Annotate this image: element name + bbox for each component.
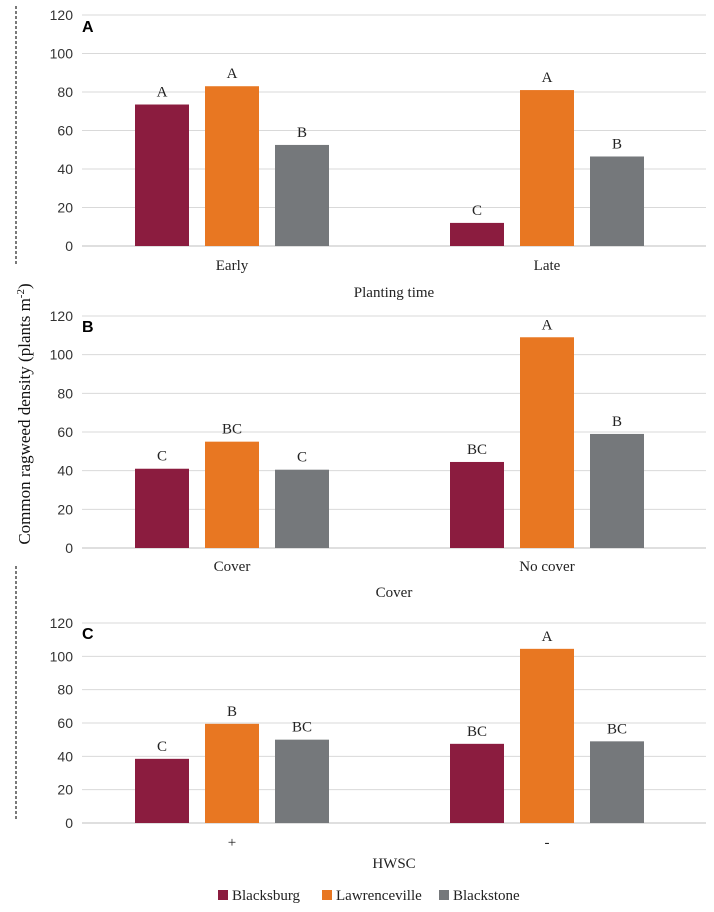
y-tick-label: 120 — [50, 308, 74, 324]
x-axis-label: Planting time — [354, 285, 435, 301]
data-label: A — [157, 85, 168, 101]
panel-a: 0 20 40 60 80 100 120 A A A B Early C A B Late Planting … — [50, 7, 706, 301]
bar — [135, 758, 189, 823]
y-tick-label: 0 — [65, 540, 73, 556]
x-axis-label: Cover — [376, 585, 413, 601]
panel-letter: A — [82, 19, 94, 36]
y-axis-label: Common ragweed density (plants m-2) — [15, 283, 34, 544]
y-tick-label: 100 — [50, 347, 74, 363]
data-label: BC — [222, 422, 242, 438]
bar — [275, 469, 329, 548]
y-tick-label: 20 — [57, 782, 73, 798]
y-tick-label: 120 — [50, 7, 74, 23]
data-label: BC — [292, 720, 312, 736]
y-tick-label: 40 — [57, 748, 73, 764]
y-tick-label: 0 — [65, 238, 73, 254]
data-label: A — [542, 629, 553, 645]
y-axis-label-close: ) — [15, 283, 34, 289]
y-tick-label: 60 — [57, 424, 73, 440]
y-tick-label: 80 — [57, 84, 73, 100]
y-tick-label: 120 — [50, 615, 74, 631]
y-tick-label: 80 — [57, 385, 73, 401]
bar — [450, 222, 504, 246]
bar — [135, 104, 189, 246]
x-axis-label: HWSC — [372, 856, 415, 872]
data-label: B — [227, 704, 237, 720]
category-label: No cover — [519, 559, 574, 575]
y-tick-label: 60 — [57, 123, 73, 139]
bar — [205, 723, 259, 823]
data-label: B — [297, 125, 307, 141]
bar — [275, 739, 329, 823]
bar — [590, 433, 644, 548]
bar — [520, 90, 574, 246]
bar — [205, 441, 259, 548]
y-tick-label: 20 — [57, 501, 73, 517]
bar — [205, 86, 259, 246]
data-label: BC — [467, 442, 487, 458]
data-label: A — [542, 70, 553, 86]
y-tick-label: 40 — [57, 161, 73, 177]
legend-swatch — [218, 890, 228, 900]
bar — [450, 461, 504, 548]
category-label: Cover — [214, 559, 251, 575]
panel-letter: C — [82, 626, 94, 643]
bar — [520, 337, 574, 548]
data-label: A — [542, 317, 553, 333]
data-label: B — [612, 414, 622, 430]
bar — [590, 741, 644, 823]
legend: Blacksburg Lawrenceville Blackstone — [218, 888, 520, 904]
bar — [275, 144, 329, 246]
y-tick-label: 0 — [65, 815, 73, 831]
data-label: A — [227, 66, 238, 82]
panels: 0 20 40 60 80 100 120 A A A B Early C A B Late Planting … — [50, 7, 706, 872]
y-tick-label: 100 — [50, 46, 74, 62]
y-tick-label: 100 — [50, 648, 74, 664]
data-label: BC — [607, 721, 627, 737]
panel-c: 0 20 40 60 80 100 120 C C B BC + BC A BC - HWSC — [50, 615, 706, 872]
y-tick-label: 20 — [57, 200, 73, 216]
data-label: BC — [467, 724, 487, 740]
data-label: C — [472, 203, 482, 219]
y-axis-label-exponent: -2 — [15, 289, 27, 298]
data-label: C — [297, 450, 307, 466]
panel-letter: B — [82, 319, 94, 336]
data-label: C — [157, 449, 167, 465]
legend-swatch — [439, 890, 449, 900]
category-label: Late — [534, 258, 561, 274]
legend-label: Blacksburg — [232, 888, 301, 904]
y-tick-label: 40 — [57, 463, 73, 479]
ylabel-backdrop — [13, 264, 35, 564]
category-label: Early — [216, 258, 249, 274]
bar — [520, 648, 574, 823]
y-tick-label: 60 — [57, 715, 73, 731]
category-label: + — [228, 835, 236, 851]
legend-swatch — [322, 890, 332, 900]
legend-label: Lawrenceville — [336, 888, 422, 904]
legend-label: Blackstone — [453, 888, 520, 904]
category-label: - — [545, 835, 550, 851]
data-label: B — [612, 136, 622, 152]
data-label: C — [157, 739, 167, 755]
y-tick-label: 80 — [57, 682, 73, 698]
bar — [450, 743, 504, 823]
bar — [590, 156, 644, 246]
bar — [135, 468, 189, 548]
